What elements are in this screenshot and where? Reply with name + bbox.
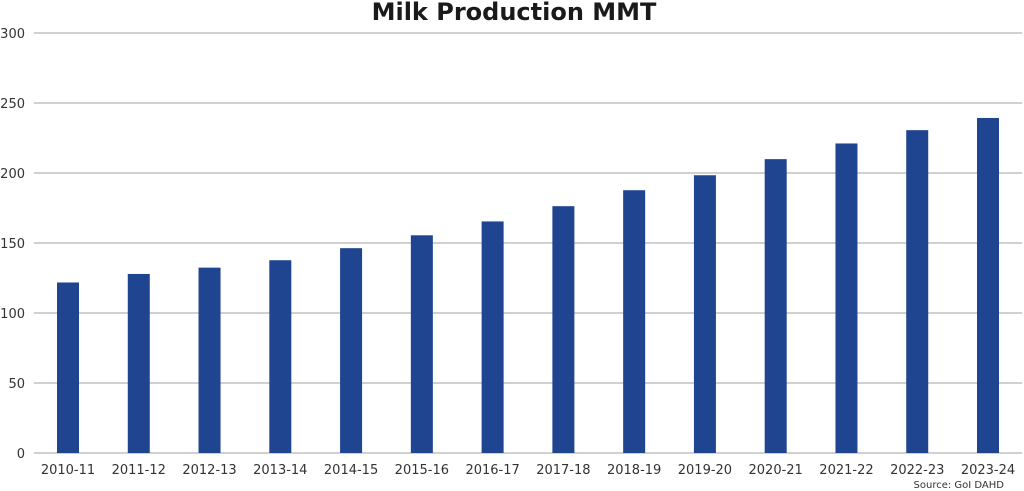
y-tick-label: 300	[0, 27, 25, 42]
bar-2020-21	[764, 159, 787, 453]
x-tick-label: 2015-16	[395, 463, 449, 478]
bar-2016-17	[481, 221, 504, 453]
gridlines	[34, 32, 1022, 454]
y-tick-label: 100	[0, 307, 25, 322]
x-tick-label: 2023-24	[961, 463, 1015, 478]
bar-2012-13	[198, 267, 221, 453]
bar-2010-11	[57, 282, 79, 453]
x-tick-label: 2019-20	[678, 463, 732, 478]
x-tick-label: 2020-21	[749, 463, 803, 478]
y-tick-label: 250	[0, 97, 25, 112]
x-tick-label: 2017-18	[536, 463, 590, 478]
x-tick-label: 2013-14	[253, 463, 307, 478]
bar-2017-18	[552, 206, 575, 453]
x-tick-label: 2022-23	[890, 463, 944, 478]
bar-2011-12	[127, 273, 150, 453]
y-tick-label: 0	[17, 447, 25, 462]
y-tick-label: 50	[8, 377, 25, 392]
bar-2021-22	[835, 143, 858, 453]
chart-title: Milk Production MMT	[372, 0, 657, 26]
x-tick-label: 2016-17	[465, 463, 519, 478]
bar-2022-23	[906, 130, 929, 453]
bar-2014-15	[340, 248, 363, 453]
bar-2018-19	[623, 190, 646, 453]
y-tick-label: 150	[0, 237, 25, 252]
x-tick-label: 2021-22	[819, 463, 873, 478]
source-note: Source: GoI DAHD	[914, 480, 1005, 491]
y-tick-label: 200	[0, 167, 25, 182]
x-tick-label: 2011-12	[112, 463, 166, 478]
y-axis-ticks: 0 50 100 150 200 250 300	[0, 27, 25, 462]
bar-2015-16	[410, 235, 433, 453]
x-tick-label: 2018-19	[607, 463, 661, 478]
x-axis-ticks: 2010-11 2011-12 2012-13 2013-14 2014-15 2015-…	[41, 463, 1015, 478]
x-tick-label: 2010-11	[41, 463, 95, 478]
bar-2019-20	[693, 175, 716, 454]
x-tick-label: 2014-15	[324, 463, 378, 478]
x-tick-label: 2012-13	[182, 463, 236, 478]
bar-2023-24	[977, 117, 999, 453]
bars	[57, 117, 999, 454]
bar-2013-14	[269, 260, 292, 453]
